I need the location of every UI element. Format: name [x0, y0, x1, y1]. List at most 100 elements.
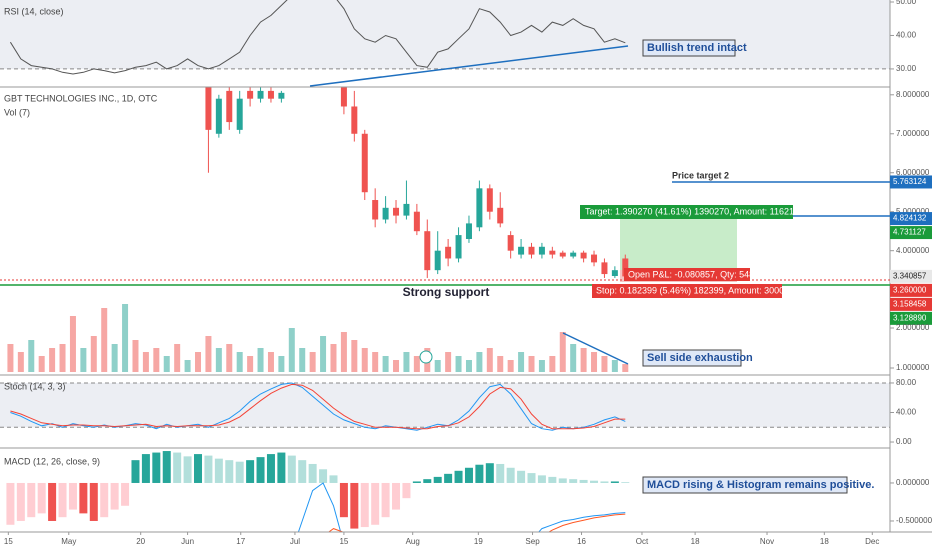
histogram-bar: [444, 473, 453, 483]
pane: [205, 87, 629, 278]
y-tick-label: 7.000000: [896, 129, 930, 138]
candle-body: [507, 235, 514, 251]
candle-body: [236, 98, 243, 130]
pane-title: Stoch (14, 3, 3): [4, 381, 66, 391]
volume-bar: [320, 336, 327, 372]
candle-body: [205, 87, 212, 130]
volume-bar: [455, 356, 462, 372]
candle-body: [570, 252, 577, 257]
x-tick-label: 18: [820, 537, 829, 546]
volume-bar: [591, 352, 598, 372]
note-box: [642, 349, 742, 367]
histogram-bar: [433, 476, 442, 483]
band: [0, 0, 890, 69]
histogram-bar: [100, 482, 109, 518]
y-tick-label: 4.000000: [896, 246, 930, 255]
x-tick-label: May: [61, 537, 76, 546]
volume-bar: [476, 352, 483, 372]
volume-bar: [267, 352, 274, 372]
volume-bar: [601, 356, 608, 372]
histogram-bar: [464, 467, 473, 483]
histogram-bar: [423, 479, 432, 483]
candle-body: [267, 90, 274, 99]
volume-bar: [7, 344, 14, 372]
y-tick-label: 40.00: [896, 31, 917, 40]
candle-body: [445, 246, 452, 259]
price-label: 4.824132: [893, 214, 927, 223]
x-tick-label: 19: [474, 537, 483, 546]
price-label-box: [890, 297, 932, 311]
x-tick-label: 18: [691, 537, 700, 546]
volume-bar: [80, 348, 87, 372]
candle-body: [549, 250, 556, 255]
volume-bar: [518, 352, 525, 372]
rsi-trendline: [309, 45, 629, 87]
volume-bar: [153, 348, 160, 372]
x-tick-label: 20: [136, 537, 145, 546]
candle-body: [351, 106, 358, 134]
volume-bar: [403, 352, 410, 372]
histogram-bar: [506, 467, 515, 483]
volume-trendline: [562, 332, 629, 365]
price-label-box: [890, 175, 932, 189]
series-line: [9, 0, 626, 75]
candle-body: [622, 258, 629, 277]
volume-bar: [559, 332, 566, 372]
histogram-bar: [548, 476, 557, 483]
volume-bar: [174, 344, 181, 372]
series-line: [297, 482, 626, 532]
histogram-bar: [246, 460, 255, 483]
histogram-bar: [141, 454, 150, 483]
x-tick-label: Oct: [636, 537, 649, 546]
histogram-bar: [162, 451, 171, 483]
volume-bar: [163, 356, 170, 372]
histogram-bar: [517, 470, 526, 483]
volume-bar: [111, 344, 118, 372]
volume-bar: [580, 348, 587, 372]
pane-title: MACD (12, 26, close, 9): [4, 456, 100, 466]
histogram-bar: [392, 482, 401, 510]
candle-body: [247, 90, 254, 99]
volume-bar: [340, 332, 347, 372]
candle-body: [403, 203, 410, 216]
pnl-label: Open P&L: -0.080857, Qty: 5482: [628, 269, 759, 279]
volume-bar: [101, 308, 108, 372]
histogram-bar: [121, 482, 130, 506]
histogram-bar: [350, 482, 359, 529]
axes: 50.0040.0030.008.0000007.0000006.0000005…: [4, 0, 932, 546]
x-tick-label: Nov: [760, 537, 774, 546]
volume-bar: [49, 348, 56, 372]
y-tick-label: 6.000000: [896, 168, 930, 177]
candle-body: [538, 246, 545, 255]
x-tick-label: 15: [4, 537, 13, 546]
volume-bar: [528, 356, 535, 372]
candle-body: [497, 207, 504, 224]
price-label: 3.340857: [893, 271, 927, 280]
backgrounds: [0, 0, 890, 428]
histogram-bar: [16, 482, 25, 521]
histogram-bar: [360, 482, 369, 528]
x-tick-label: Aug: [406, 537, 420, 546]
pane-title: Vol (7): [4, 107, 30, 117]
candle-body: [455, 235, 462, 259]
x-tick-label: Jun: [181, 537, 194, 546]
histogram-bar: [266, 454, 275, 483]
series-line: [10, 383, 626, 430]
y-tick-label: 5.000000: [896, 207, 930, 216]
volume-bar: [247, 356, 254, 372]
pane: [6, 451, 630, 532]
candle-body: [424, 231, 431, 271]
price-label-box: [890, 311, 932, 325]
stop-label-box: [592, 284, 782, 298]
y-tick-label: 0.000000: [896, 478, 930, 487]
note: Sell side exhaustion: [647, 352, 753, 364]
volume-bar: [465, 360, 472, 372]
pane: [0, 382, 890, 431]
candle-body: [601, 262, 608, 275]
volume-bar: [497, 356, 504, 372]
histogram-bar: [412, 481, 421, 483]
volume-bar: [28, 340, 35, 372]
candle-body: [591, 254, 598, 263]
candle-body: [361, 133, 368, 193]
